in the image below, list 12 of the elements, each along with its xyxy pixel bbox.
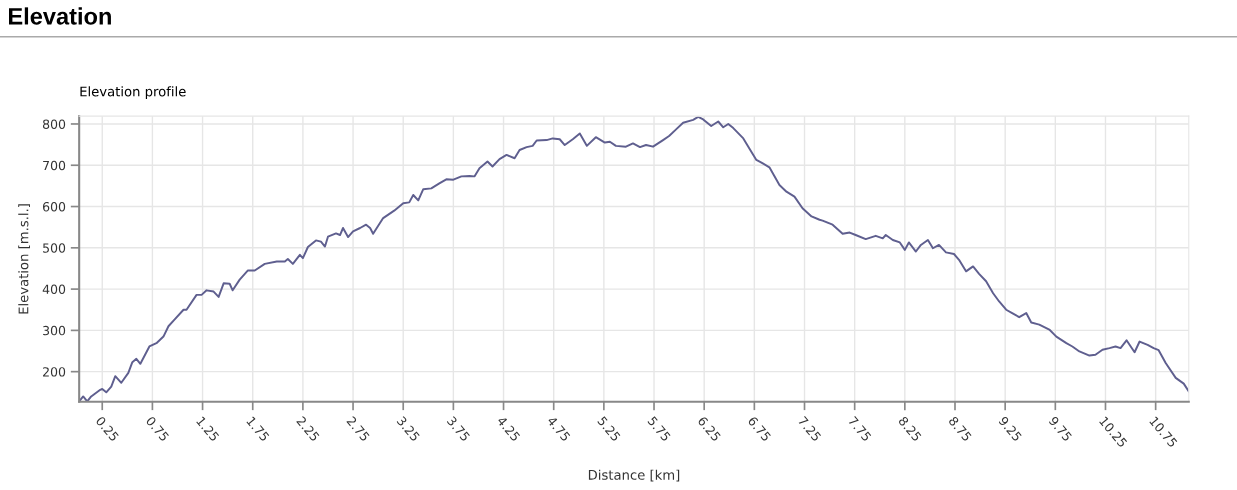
y-tick-label: 500 xyxy=(43,243,66,253)
y-tick-label: 300 xyxy=(43,325,66,336)
y-tick-label: 700 xyxy=(43,160,66,171)
y-tick-label: 600 xyxy=(42,202,66,212)
y-tick-label: 800 xyxy=(42,119,66,129)
y-axis-title: Elevation [m.s.l.] xyxy=(18,204,30,314)
y-tick-label: 200 xyxy=(43,367,66,377)
chart-subtitle: Elevation profile xyxy=(80,86,186,99)
line-series xyxy=(79,116,1189,402)
y-tick-label: 400 xyxy=(42,284,66,295)
x-axis-title: Distance [km] xyxy=(588,469,680,482)
chart-title: Elevation xyxy=(9,7,111,25)
